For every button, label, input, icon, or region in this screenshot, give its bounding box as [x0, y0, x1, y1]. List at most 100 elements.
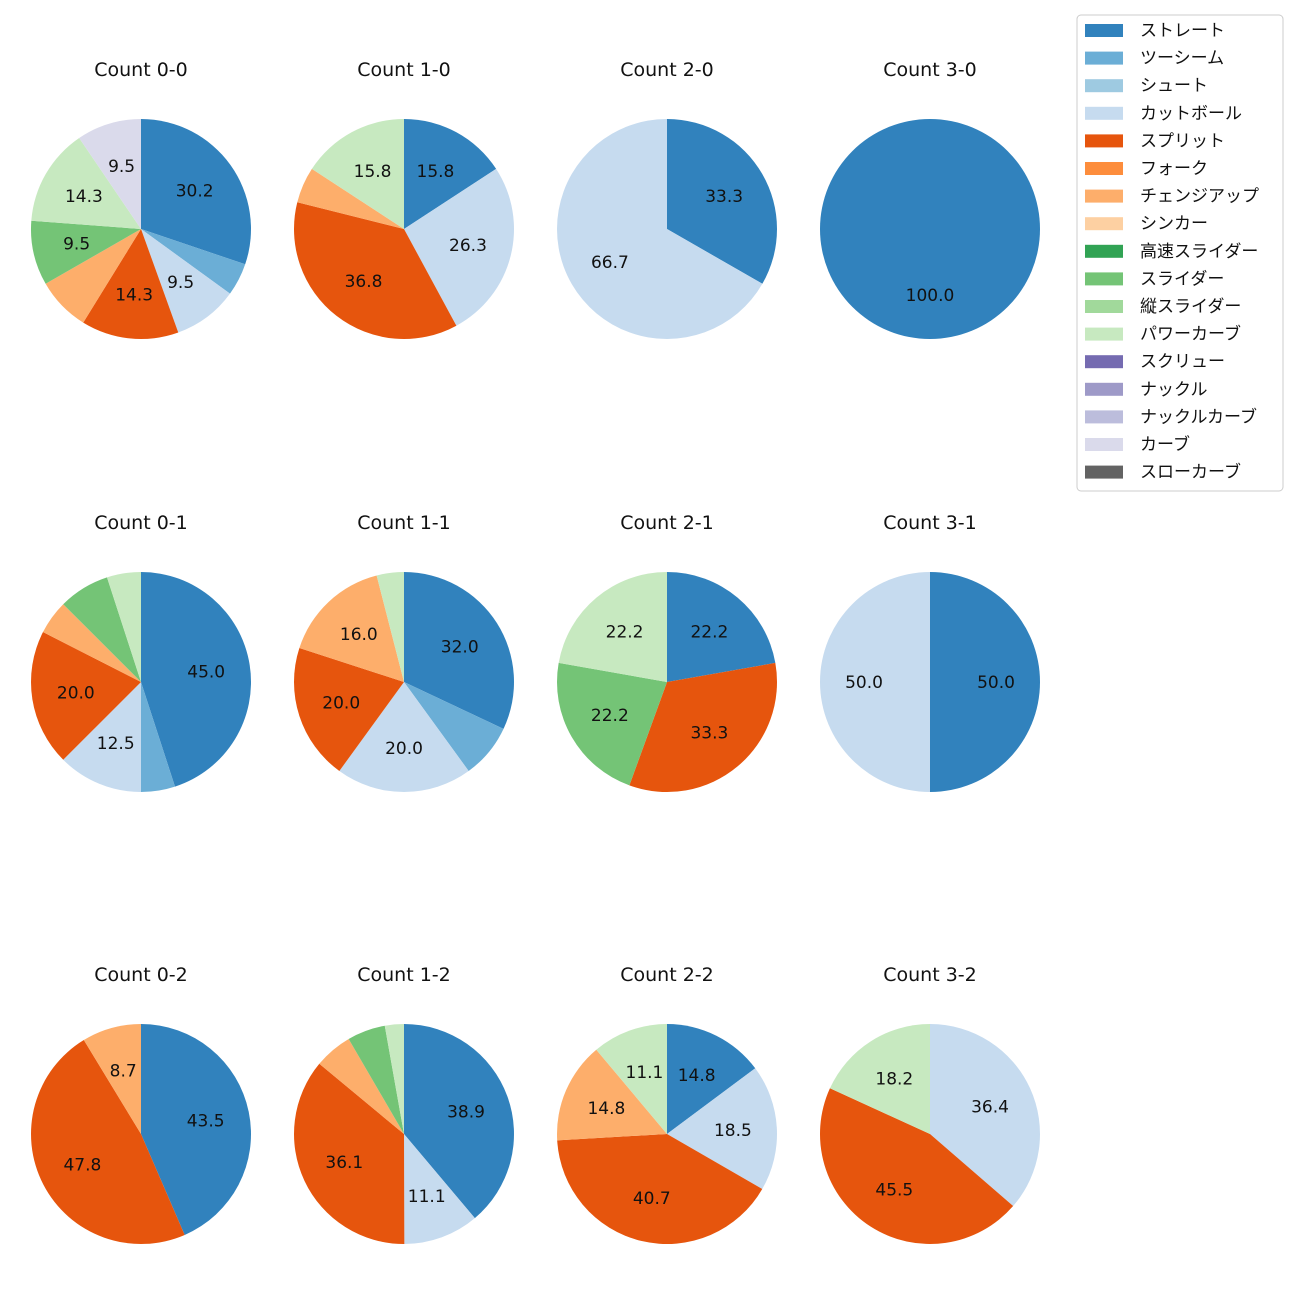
pie-slice: [30, 220, 141, 284]
legend-swatch: [1085, 465, 1123, 479]
legend-label: スプリット: [1140, 131, 1225, 151]
slice-label: 11.1: [626, 1063, 664, 1083]
pie-count-2-1: Count 2-1 22.2 33.3 22.2 22.2: [556, 512, 778, 793]
slice-label: 66.7: [591, 253, 629, 273]
pie-count-2-2: Count 2-214.818.540.714.811.1: [557, 964, 777, 1244]
legend-label: 高速スライダー: [1140, 242, 1258, 262]
slice-label: 18.2: [875, 1069, 913, 1089]
pie-slice: [820, 1088, 1014, 1244]
legend-label: ナックルカーブ: [1140, 406, 1257, 427]
pie-title: Count 1-1: [357, 512, 451, 534]
pie-slice: [31, 1040, 185, 1244]
pie-slice: [83, 229, 179, 340]
slice-label: 22.2: [591, 706, 629, 726]
pie-title: Count 0-2: [94, 964, 188, 986]
pie-slice: [294, 202, 457, 339]
pie-slice: [141, 572, 252, 787]
slice-label: 14.8: [587, 1099, 625, 1119]
legend-swatch: [1085, 272, 1123, 286]
pie-title: Count 0-1: [94, 512, 188, 534]
legend: ストレートツーシームシュートカットボールスプリットフォークチェンジアップシンカー…: [1076, 14, 1284, 492]
slice-label: 14.3: [115, 286, 153, 306]
pie-count-0-0: Count 0-030.29.514.39.514.39.5: [30, 59, 251, 340]
slice-label: 30.2: [176, 182, 214, 202]
pie-slice: [319, 1038, 404, 1134]
legend-swatch: [1085, 300, 1123, 313]
legend-swatch: [1085, 79, 1123, 93]
pie-slice: [404, 572, 515, 729]
slice-label: 50.0: [977, 673, 1015, 693]
pie-slice: [930, 1024, 1040, 1207]
pie-title: Count 1-2: [357, 964, 451, 986]
slice-label: 20.0: [385, 739, 423, 759]
slice-label: 9.5: [108, 157, 135, 177]
slice-label: 43.5: [187, 1112, 225, 1132]
pie-count-1-1: Count 1-1 32.0 20.0 20.0 16.0: [293, 512, 515, 793]
pie-slice: [667, 572, 776, 682]
legend-label: チェンジアップ: [1140, 187, 1259, 207]
slice-label: 18.5: [714, 1121, 752, 1141]
slice-label: 11.1: [408, 1187, 446, 1207]
legend-label: スクリュー: [1140, 352, 1225, 372]
legend-swatch: [1085, 410, 1123, 424]
pie-title: Count 2-1: [620, 512, 714, 534]
pie-slice: [667, 118, 778, 284]
pie-slice: [557, 119, 763, 339]
slice-label: 45.0: [187, 663, 225, 683]
slice-label: 20.0: [322, 693, 360, 713]
pie-slice: [79, 119, 141, 229]
pie-slice: [31, 632, 141, 760]
pie-slice: [299, 575, 404, 682]
pie-slice: [141, 229, 246, 294]
legend-frame: [1076, 14, 1284, 492]
slice-label: 16.0: [340, 625, 378, 645]
pie-slice: [557, 1049, 667, 1141]
pie-slice: [384, 1024, 404, 1134]
pie-slice: [667, 1024, 756, 1134]
legend-swatch: [1085, 217, 1123, 231]
slice-label: 36.8: [345, 272, 383, 292]
pie-count-0-1: Count 0-1 45.0 12.5 20.0: [31, 512, 252, 793]
pie-slice: [31, 138, 142, 229]
pie-slice: [45, 229, 142, 323]
legend-label: スローカーブ: [1140, 462, 1241, 483]
pie-slice: [339, 682, 469, 793]
slice-label: 47.8: [63, 1155, 101, 1175]
legend-swatch: [1085, 327, 1123, 341]
legend-label: ツーシーム: [1140, 49, 1224, 69]
pie-count-3-2: Count 3-2 36.4 45.5 18.2: [820, 964, 1040, 1244]
pie-slice: [141, 119, 251, 265]
legend-label: スライダー: [1140, 269, 1224, 289]
pie-slice: [42, 604, 141, 682]
legend-swatch: [1085, 189, 1123, 203]
pie-slice: [297, 168, 404, 229]
pie-count-3-0: Count 3-0 100.0: [820, 59, 1040, 339]
legend-label: シュート: [1140, 76, 1208, 96]
slice-label: 14.3: [65, 187, 103, 207]
legend-swatch: [1085, 106, 1123, 120]
pie-count-1-0: Count 1-0 15.8 26.3 36.8 15.8: [294, 59, 514, 339]
pie-count-3-1: Count 3-1 50.0 50.0: [820, 512, 1040, 792]
legend-swatch: [1085, 134, 1123, 148]
slice-label: 100.0: [906, 286, 955, 306]
pie-slice: [557, 1134, 763, 1244]
pie-slice: [348, 1025, 404, 1134]
pie-title: Count 3-1: [883, 512, 977, 534]
slice-label: 33.3: [690, 724, 728, 744]
pie-count-2-0: Count 2-0 33.3 66.7: [557, 59, 778, 339]
slice-label: 33.3: [705, 187, 743, 207]
slice-label: 22.2: [606, 622, 644, 642]
pie-slice: [107, 572, 141, 682]
pie-title: Count 2-2: [620, 964, 714, 986]
legend-swatch: [1085, 382, 1123, 396]
pie-slice: [556, 662, 667, 786]
slice-label: 40.7: [633, 1189, 671, 1209]
pie-slice: [667, 1068, 777, 1189]
pie-count-1-2: Count 1-2 38.9 11.1 36.1: [294, 964, 514, 1245]
slice-label: 20.0: [57, 683, 95, 703]
slice-label: 9.5: [63, 235, 90, 255]
legend-label: 縦スライダー: [1140, 297, 1241, 317]
legend-swatch: [1085, 51, 1123, 65]
